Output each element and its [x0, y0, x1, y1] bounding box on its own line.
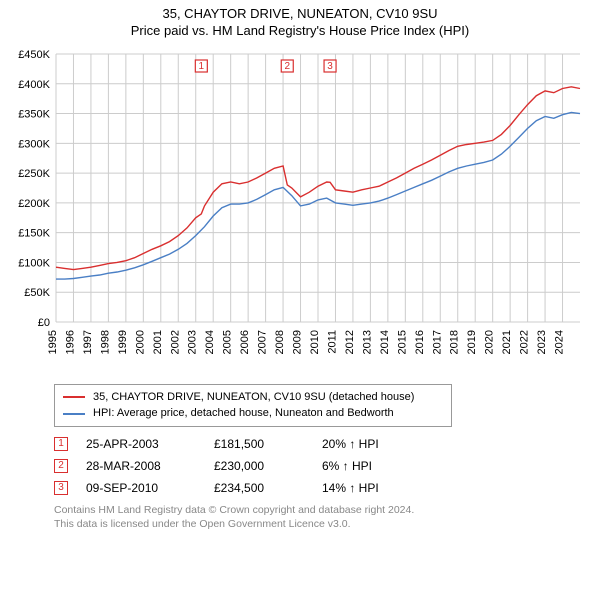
legend-label: HPI: Average price, detached house, Nune…	[93, 405, 394, 422]
x-tick-label: 2000	[134, 330, 146, 354]
x-tick-label: 2023	[536, 330, 548, 354]
x-tick-label: 1999	[117, 330, 129, 354]
events-table: 1 25-APR-2003 £181,500 20% ↑ HPI 2 28-MAR-200…	[54, 437, 592, 495]
event-row: 3 09-SEP-2010 £234,500 14% ↑ HPI	[54, 481, 592, 495]
x-tick-label: 2001	[152, 330, 164, 354]
legend-row: HPI: Average price, detached house, Nune…	[63, 405, 443, 422]
sale-marker-label-2: 2	[284, 61, 290, 72]
event-date: 09-SEP-2010	[86, 481, 196, 495]
sale-marker-label-3: 3	[327, 61, 333, 72]
x-tick-label: 2010	[309, 330, 321, 354]
y-tick-label: £400K	[18, 79, 50, 91]
event-price: £230,000	[214, 459, 304, 473]
event-marker: 2	[54, 459, 68, 473]
event-marker: 3	[54, 481, 68, 495]
footer-line-1: Contains HM Land Registry data © Crown c…	[54, 503, 592, 517]
chart-title-block: 35, CHAYTOR DRIVE, NUNEATON, CV10 9SU Pr…	[8, 6, 592, 40]
title-line-1: 35, CHAYTOR DRIVE, NUNEATON, CV10 9SU	[8, 6, 592, 23]
x-tick-label: 2024	[554, 330, 566, 354]
legend: 35, CHAYTOR DRIVE, NUNEATON, CV10 9SU (d…	[54, 384, 452, 427]
y-tick-label: £100K	[18, 257, 50, 269]
title-line-2: Price paid vs. HM Land Registry's House …	[8, 23, 592, 40]
y-tick-label: £150K	[18, 227, 50, 239]
x-tick-label: 1998	[99, 330, 111, 354]
chart: 1 2 3 £0 £50K £100K £150K £200K £250K £300K £350K £…	[8, 46, 592, 376]
x-tick-label: 2021	[501, 330, 513, 354]
x-tick-label: 2022	[519, 330, 531, 354]
legend-swatch	[63, 413, 85, 415]
x-tick-label: 2013	[361, 330, 373, 354]
event-diff: 6% ↑ HPI	[322, 459, 412, 473]
x-tick-label: 2002	[169, 330, 181, 354]
legend-row: 35, CHAYTOR DRIVE, NUNEATON, CV10 9SU (d…	[63, 389, 443, 406]
legend-swatch	[63, 396, 85, 398]
event-diff: 20% ↑ HPI	[322, 437, 412, 451]
x-tick-label: 2019	[466, 330, 478, 354]
x-tick-label: 2005	[222, 330, 234, 354]
event-price: £181,500	[214, 437, 304, 451]
x-tick-label: 1995	[47, 330, 59, 354]
event-date: 28-MAR-2008	[86, 459, 196, 473]
x-tick-label: 2016	[414, 330, 426, 354]
x-tick-label: 2008	[274, 330, 286, 354]
event-marker: 1	[54, 437, 68, 451]
chart-svg: 1 2 3 £0 £50K £100K £150K £200K £250K £300K £350K £…	[8, 46, 592, 376]
event-row: 1 25-APR-2003 £181,500 20% ↑ HPI	[54, 437, 592, 451]
x-tick-label: 2015	[396, 330, 408, 354]
footer-line-2: This data is licensed under the Open Gov…	[54, 517, 592, 531]
event-diff: 14% ↑ HPI	[322, 481, 412, 495]
x-tick-label: 2012	[344, 330, 356, 354]
legend-label: 35, CHAYTOR DRIVE, NUNEATON, CV10 9SU (d…	[93, 389, 414, 406]
footer: Contains HM Land Registry data © Crown c…	[54, 503, 592, 531]
x-tick-label: 2007	[257, 330, 269, 354]
y-tick-label: £350K	[18, 108, 50, 120]
event-row: 2 28-MAR-2008 £230,000 6% ↑ HPI	[54, 459, 592, 473]
y-tick-label: £0	[38, 317, 50, 329]
x-tick-label: 2018	[449, 330, 461, 354]
x-tick-label: 2020	[484, 330, 496, 354]
y-tick-label: £250K	[18, 168, 50, 180]
x-tick-label: 2004	[204, 330, 216, 354]
x-tick-label: 2006	[239, 330, 251, 354]
event-date: 25-APR-2003	[86, 437, 196, 451]
x-tick-label: 2009	[292, 330, 304, 354]
x-tick-label: 2017	[431, 330, 443, 354]
x-tick-label: 2011	[326, 330, 338, 354]
event-price: £234,500	[214, 481, 304, 495]
x-tick-label: 2014	[379, 330, 391, 354]
y-tick-label: £450K	[18, 49, 50, 61]
y-tick-label: £200K	[18, 198, 50, 210]
y-tick-label: £50K	[24, 287, 50, 299]
x-tick-label: 1997	[82, 330, 94, 354]
y-tick-label: £300K	[18, 138, 50, 150]
x-tick-label: 2003	[187, 330, 199, 354]
x-tick-label: 1996	[64, 330, 76, 354]
sale-marker-label-1: 1	[199, 61, 205, 72]
